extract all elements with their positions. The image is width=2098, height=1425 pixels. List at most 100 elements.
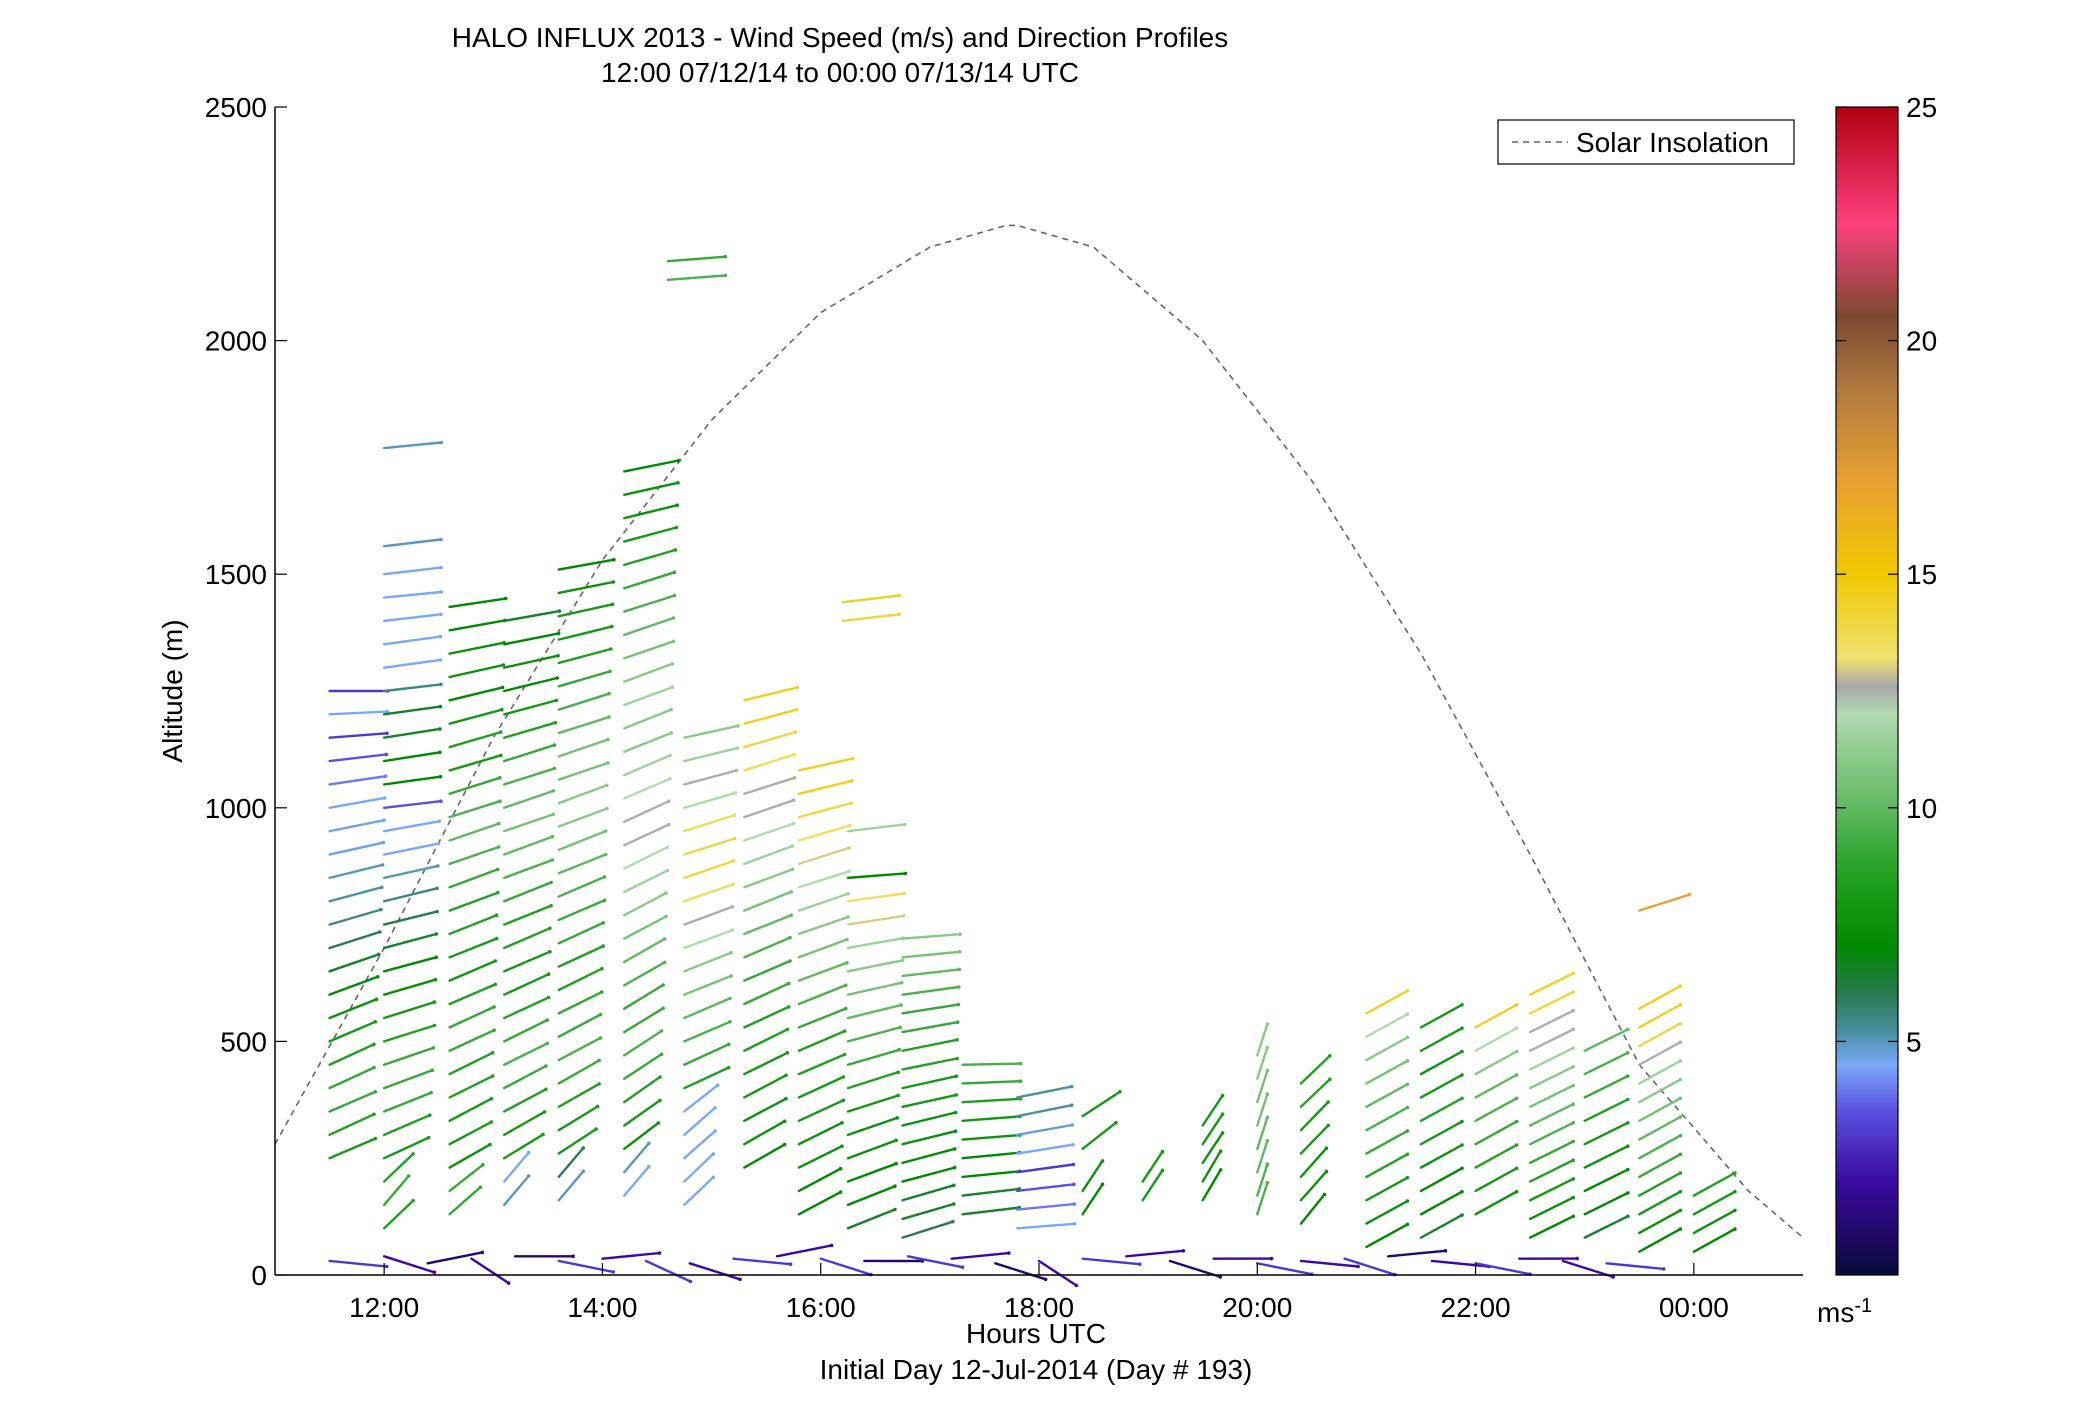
wind-barb (623, 616, 675, 637)
wind-barb-tip (1733, 1171, 1737, 1175)
wind-barb (1201, 1131, 1224, 1165)
wind-barb-tip (731, 882, 736, 887)
wind-barb-tip (373, 1136, 378, 1141)
wind-barb-tip (848, 823, 852, 828)
wind-barb-tip (438, 750, 442, 755)
wind-barb (503, 1133, 545, 1160)
wind-barb-tip (1070, 1123, 1075, 1127)
wind-barb (743, 868, 794, 889)
wind-barb (1528, 1140, 1575, 1165)
wind-barb-tip (1265, 1162, 1270, 1166)
wind-barb (743, 1119, 786, 1146)
wind-barb (382, 932, 438, 950)
wind-barb-tip (439, 682, 443, 687)
wind-barb-tip (439, 565, 443, 570)
wind-barb-tip (729, 974, 733, 978)
wind-barb-tip (495, 890, 500, 895)
wind-barb (503, 699, 558, 716)
wind-barb-tip (431, 1046, 436, 1050)
wind-barb (1528, 1177, 1575, 1202)
wind-barb (503, 950, 552, 973)
wind-barb (901, 1166, 956, 1183)
wind-barb-tip (735, 746, 740, 750)
surface-wind-barb-tip (432, 1270, 437, 1275)
wind-barb (1638, 1003, 1682, 1029)
wind-barb (901, 1057, 959, 1071)
wind-barb-tip (784, 1096, 788, 1101)
wind-barb (382, 956, 438, 973)
wind-barb-tip (556, 653, 560, 658)
wind-barb (683, 746, 739, 763)
wind-barb-tip (1100, 1182, 1105, 1187)
wind-barb (797, 824, 852, 842)
wind-barb-tip (1678, 1189, 1683, 1194)
wind-barb-tip (1626, 1167, 1630, 1172)
wind-barb-tip (1626, 1051, 1630, 1055)
wind-barb (557, 807, 609, 828)
wind-barb (666, 274, 727, 282)
surface-wind-barb (557, 1259, 615, 1274)
wind-barb-tip (597, 1058, 601, 1063)
wind-barb (1015, 1222, 1076, 1230)
x-axis-label: Hours UTC (966, 1318, 1106, 1349)
wind-barb-tip (494, 913, 499, 917)
wind-barb (623, 1165, 650, 1197)
wind-barb (797, 938, 849, 959)
wind-barb-tip (953, 1129, 958, 1133)
wind-barb-tip (1626, 1144, 1630, 1148)
wind-barb (1015, 1103, 1073, 1118)
wind-barb-tip (895, 1116, 899, 1120)
wind-barb-tip (1514, 1189, 1519, 1194)
wind-barb (683, 1106, 717, 1137)
surface-wind-barb (1168, 1259, 1222, 1279)
wind-barb-tip (850, 756, 855, 761)
wind-barb-tip (782, 1142, 787, 1147)
wind-barb-tip (1405, 1152, 1410, 1157)
wind-barb (1583, 1168, 1630, 1193)
wind-barb-tip (545, 1018, 550, 1022)
wind-barb-tip (955, 1056, 959, 1061)
wind-barb-tip (552, 743, 557, 747)
wind-barb (1256, 1092, 1269, 1127)
wind-barb-tip (430, 1068, 435, 1073)
wind-barb (1299, 1124, 1330, 1155)
wind-barb-tip (490, 1051, 495, 1055)
wind-barb (448, 1120, 493, 1146)
wind-barb-tip (897, 612, 902, 617)
wind-barb (328, 796, 386, 809)
wind-barb (1474, 1167, 1518, 1193)
wind-barb-tip (672, 593, 677, 598)
wind-barb (328, 1113, 376, 1137)
wind-barb (328, 908, 382, 926)
wind-barb (1638, 1115, 1682, 1141)
x-tick-label: 20:00 (1222, 1292, 1292, 1323)
wind-barb-tip (429, 1090, 433, 1095)
wind-barb (1365, 1199, 1409, 1225)
wind-barb (448, 1005, 496, 1029)
wind-barb-tip (1265, 1022, 1270, 1026)
wind-barb (503, 1018, 549, 1043)
wind-barb (901, 985, 960, 996)
wind-barb (683, 951, 733, 973)
wind-barb (448, 776, 502, 795)
wind-barb (382, 1174, 410, 1207)
wind-barb (846, 892, 906, 903)
wind-barb-tip (846, 915, 850, 919)
surface-wind-barb-tip (657, 1251, 662, 1255)
wind-barb (1419, 1003, 1464, 1029)
wind-barb-tip (438, 774, 443, 779)
wind-barb (382, 635, 442, 646)
wind-barb-tip (896, 1093, 900, 1098)
wind-barb-tip (1460, 1073, 1464, 1077)
wind-barb-tip (736, 724, 740, 728)
wind-barb-tip (1160, 1149, 1165, 1154)
y-tick-label: 500 (220, 1026, 267, 1057)
surface-wind-barb (1081, 1257, 1142, 1266)
wind-barb (382, 751, 442, 763)
wind-barb-tip (676, 481, 680, 485)
wind-barb (743, 1005, 790, 1029)
y-tick-label: 1500 (205, 559, 267, 590)
wind-barb (503, 904, 553, 926)
wind-barb (1638, 893, 1691, 912)
wind-barb-tip (953, 1110, 958, 1115)
